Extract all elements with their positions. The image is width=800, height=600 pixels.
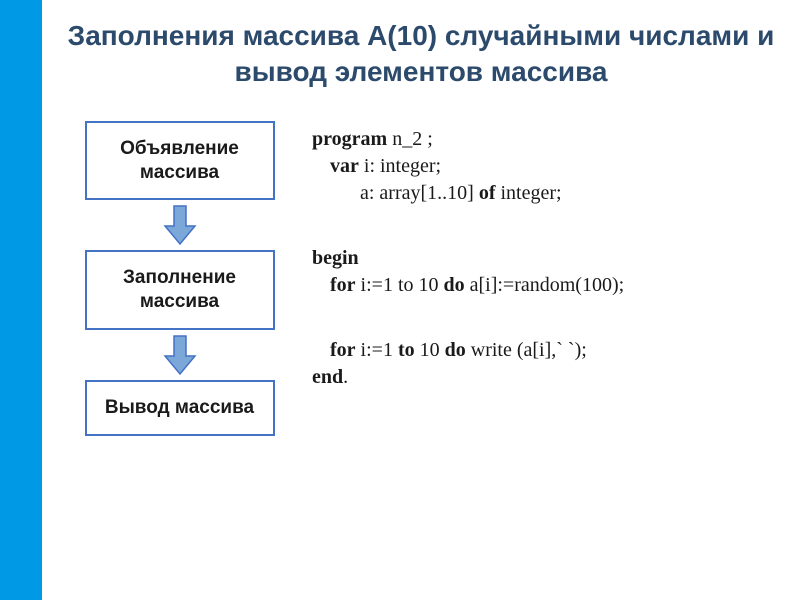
code-text: a[i]:=random(100); [465,274,625,296]
slide-title: Заполнения массива А(10) случайными числ… [42,18,800,121]
keyword: for [330,274,356,296]
code-line: a: array[1..10] of integer; [312,180,624,207]
flow-box-fill: Заполнение массива [85,250,275,330]
arrow-2 [162,330,198,380]
flow-box-output: Вывод массива [85,380,275,436]
code-text: write (a[i],` `); [466,339,587,361]
code-line: for i:=1 to 10 do a[i]:=random(100); [312,272,624,299]
flowchart: Объявление массива Заполнение массива Вы… [72,121,287,436]
code-area: program n_2 ; var i: integer; a: array[1… [287,121,624,436]
keyword: end [312,366,343,388]
code-block-declaration: program n_2 ; var i: integer; a: array[1… [312,126,624,207]
code-text: 10 [415,339,445,361]
keyword: do [444,274,465,296]
code-text: i: integer; [359,155,441,177]
code-line: begin [312,245,624,272]
keyword: to [398,339,415,361]
code-text: . [343,366,348,388]
code-line: end. [312,364,624,391]
keyword: program [312,128,387,150]
keyword: var [330,155,359,177]
arrow-1 [162,200,198,250]
down-arrow-icon [162,334,198,376]
main-area: Объявление массива Заполнение массива Вы… [42,121,800,436]
down-arrow-icon [162,204,198,246]
code-line: program n_2 ; [312,126,624,153]
keyword: of [479,182,496,204]
code-text: i:=1 to 10 [356,274,444,296]
flow-box-declaration: Объявление массива [85,121,275,201]
code-line: for i:=1 to 10 do write (a[i],` `); [312,337,624,364]
left-sidebar [0,0,42,600]
code-text: integer; [496,182,562,204]
code-line: var i: integer; [312,153,624,180]
keyword: begin [312,247,359,269]
code-text: a: array[1..10] [360,182,479,204]
keyword: do [445,339,466,361]
content-area: Заполнения массива А(10) случайными числ… [42,0,800,600]
code-text: i:=1 [356,339,398,361]
keyword: for [330,339,356,361]
code-block-output: for i:=1 to 10 do write (a[i],` `); end. [312,337,624,391]
code-block-fill: begin for i:=1 to 10 do a[i]:=random(100… [312,245,624,299]
code-text: n_2 ; [387,128,433,150]
